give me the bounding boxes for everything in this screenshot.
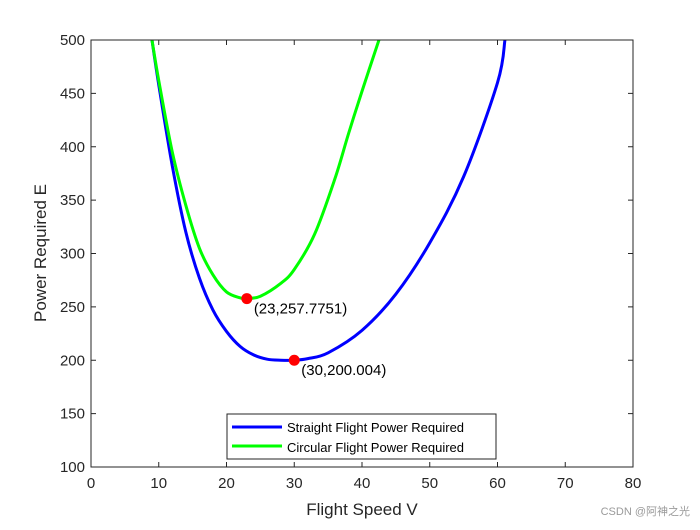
series-line-straight-flight (150, 40, 507, 362)
plot-area (91, 40, 633, 467)
x-tick-label: 80 (625, 475, 642, 492)
minimum-marker-2 (288, 354, 300, 366)
y-tick-label: 500 (60, 32, 85, 49)
legend-label-circular: Circular Flight Power Required (287, 440, 464, 455)
x-tick-label: 10 (150, 475, 167, 492)
y-axis-title: Power Required E (31, 184, 50, 322)
y-tick-label: 300 (60, 246, 85, 263)
y-tick-label: 150 (60, 406, 85, 423)
minimum-label-2: (30,200.004) (301, 362, 386, 379)
x-tick-label: 70 (557, 475, 574, 492)
minimum-marker-1 (241, 293, 253, 305)
y-tick-label: 250 (60, 299, 85, 316)
minimum-label-1: (23,257.7751) (254, 301, 347, 318)
x-tick-label: 30 (286, 475, 303, 492)
x-axis-title: Flight Speed V (306, 500, 418, 519)
y-tick-label: 400 (60, 139, 85, 156)
x-tick-label: 0 (87, 475, 95, 492)
x-tick-label: 20 (218, 475, 235, 492)
x-tick-label: 60 (489, 475, 506, 492)
legend-label-straight: Straight Flight Power Required (287, 420, 464, 435)
watermark: CSDN @阿神之光 (601, 504, 690, 518)
legend: Straight Flight Power Required Circular … (226, 413, 497, 460)
y-tick-label: 200 (60, 352, 85, 369)
x-tick-label: 50 (421, 475, 438, 492)
legend-box (226, 413, 497, 460)
y-tick-label: 450 (60, 85, 85, 102)
x-tick-label: 40 (354, 475, 371, 492)
y-tick-label: 100 (60, 459, 85, 476)
y-tick-label: 350 (60, 192, 85, 209)
